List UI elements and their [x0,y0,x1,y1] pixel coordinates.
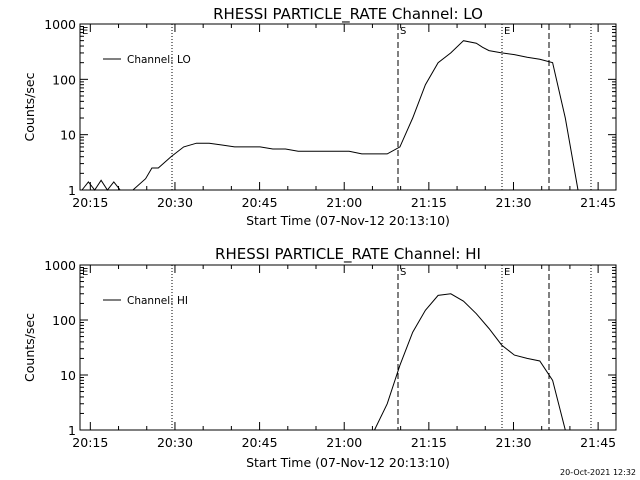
x-tick-label: 21:45 [580,435,616,450]
y-axis-label: Counts/sec [22,72,37,141]
marker-label: S [400,267,406,278]
y-tick-label: 10 [60,368,76,383]
x-axis-label: Start Time (07-Nov-12 20:13:10) [246,455,450,470]
x-tick-label: 20:15 [72,195,108,210]
x-tick-label: 21:15 [411,435,447,450]
legend-entry: Channel: HI [127,295,188,307]
x-tick-label: 20:15 [72,435,108,450]
y-axis-label: Counts/sec [22,313,37,382]
panel-hi: RHESSI PARTICLE_RATE Channel: HI 1 10 100 10… [22,245,617,470]
corner-marker-label: E [82,26,88,37]
x-tick-label: 21:15 [411,195,447,210]
y-tick-label: 10 [60,128,76,143]
legend-entry: Channel: LO [127,54,191,66]
x-tick-label: 21:30 [495,435,531,450]
y-tick-label: 1 [68,423,76,438]
series-line [81,40,579,191]
chart-title: RHESSI PARTICLE_RATE Channel: HI [215,245,481,264]
marker-label: E [504,26,510,37]
x-tick-label: 20:30 [157,195,193,210]
series-line [374,293,566,431]
x-tick-label: 20:45 [242,435,278,450]
x-tick-label: 21:45 [580,195,616,210]
marker-label: S [400,26,406,37]
y-tick-label: 1000 [44,258,76,273]
y-tick-label: 1000 [44,17,76,32]
x-tick-label: 21:00 [326,435,362,450]
corner-marker-label: E [82,267,88,278]
timestamp-label: 20-Oct-2021 12:32 [560,468,636,477]
x-tick-label: 21:00 [326,195,362,210]
y-tick-label: 100 [52,313,76,328]
y-tick-label: 100 [52,72,76,87]
x-axis-label: Start Time (07-Nov-12 20:13:10) [246,213,450,228]
panel-lo: RHESSI PARTICLE_RATE Channel: LO 1 10 100 10… [22,5,617,228]
y-tick-label: 1 [68,183,76,198]
marker-label: E [504,267,510,278]
plot-frame [79,264,617,431]
x-tick-label: 21:30 [495,195,531,210]
plot-frame [79,23,617,191]
chart-title: RHESSI PARTICLE_RATE Channel: LO [213,5,483,24]
x-tick-label: 20:45 [242,195,278,210]
x-tick-label: 20:30 [157,435,193,450]
